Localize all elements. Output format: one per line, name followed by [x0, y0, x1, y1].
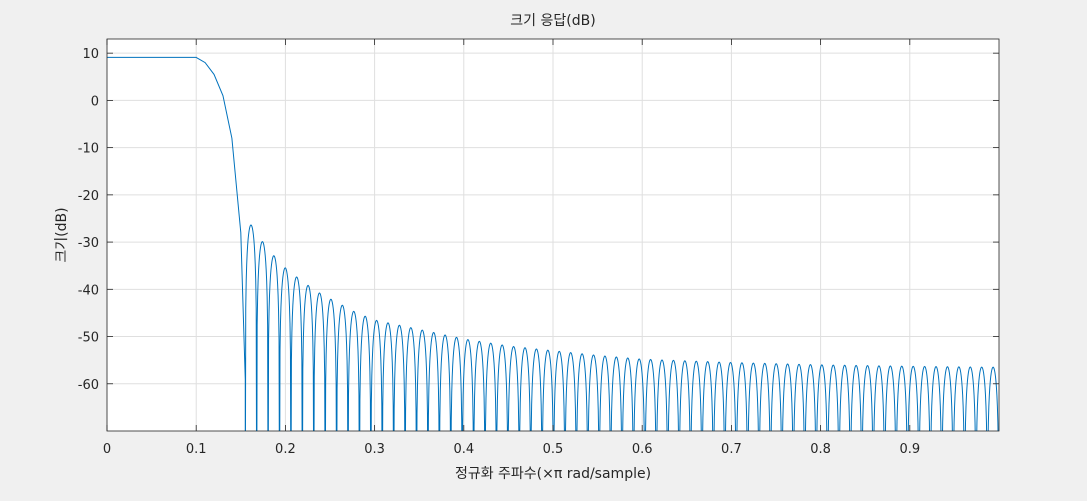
axis-ticks	[106, 39, 999, 431]
x-tick-label: 0.2	[275, 442, 296, 457]
x-tick-label: 0.5	[543, 442, 564, 457]
chart-title: 크기 응답(dB)	[510, 13, 595, 29]
x-tick-label: 0	[103, 442, 111, 457]
x-tick-label: 0.1	[186, 442, 207, 457]
magnitude-response-line	[107, 56, 999, 431]
y-tick-label: -40	[78, 283, 99, 298]
y-axis-label: 크기(dB)	[54, 207, 70, 262]
x-tick-label: 0.4	[453, 442, 474, 457]
y-tick-label: -50	[78, 331, 99, 346]
x-tick-labels: 0 0.1 0.2 0.3 0.4 0.5 0.6 0.7 0.8 0.9	[103, 442, 920, 457]
x-tick-label: 0.8	[810, 442, 831, 457]
x-tick-label: 0.9	[899, 442, 920, 457]
y-tick-label: -10	[78, 142, 99, 157]
y-tick-label: -20	[78, 189, 99, 204]
x-tick-label: 0.7	[721, 442, 742, 457]
y-tick-label: -30	[78, 236, 99, 251]
x-tick-label: 0.6	[632, 442, 653, 457]
y-tick-labels: 10 0 -10 -20 -30 -40 -50 -60	[78, 47, 99, 393]
x-axis-label: 정규화 주파수(×π rad/sample)	[455, 466, 651, 482]
y-tick-label: 10	[82, 47, 99, 62]
y-tick-label: 0	[91, 94, 99, 109]
x-tick-label: 0.3	[364, 442, 385, 457]
y-tick-label: -60	[78, 378, 99, 393]
